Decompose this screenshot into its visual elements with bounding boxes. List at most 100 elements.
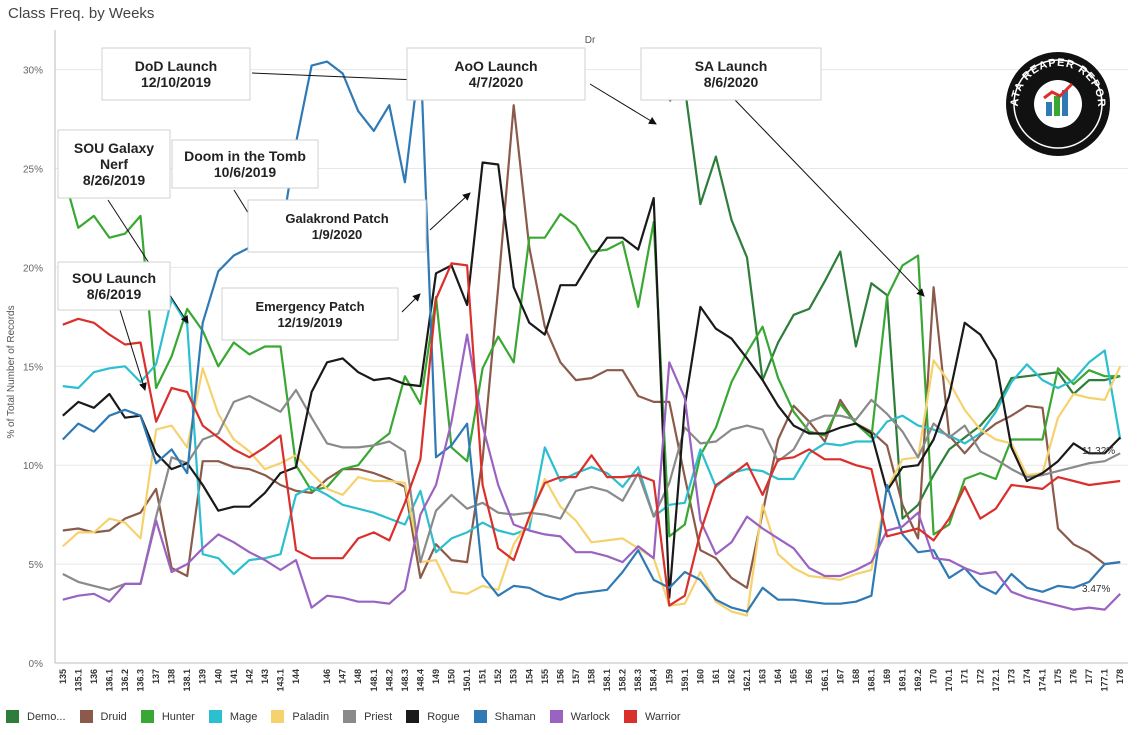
legend-item[interactable]: Druid xyxy=(79,710,127,723)
y-tick-label: 0% xyxy=(29,659,44,670)
x-axis: 135 135.1 136 136.1 136.2 136.3 137 138 138.1 139… xyxy=(58,669,1125,692)
x-tick-label: 158.4 xyxy=(649,669,659,692)
x-tick-label: 148.3 xyxy=(400,669,410,692)
annotation-text: 12/19/2019 xyxy=(277,315,342,330)
x-tick-label: 143 xyxy=(260,669,270,684)
x-tick-label: 168 xyxy=(851,669,861,684)
x-tick-label: 162 xyxy=(726,669,736,684)
legend-label: Shaman xyxy=(494,710,536,723)
x-tick-label: 148.2 xyxy=(384,669,394,692)
annotation-text: 10/6/2019 xyxy=(214,164,276,180)
annotation-text: 8/6/2019 xyxy=(87,286,142,302)
legend-label: Demo... xyxy=(27,710,66,723)
legend-label: Warlock xyxy=(570,710,610,723)
legend-label: Rogue xyxy=(427,710,460,723)
legend-item[interactable]: Hunter xyxy=(140,710,195,723)
x-tick-label: 142 xyxy=(244,669,254,684)
end-value-label: 11.32% xyxy=(1082,446,1115,457)
x-tick-label: 166.1 xyxy=(820,669,830,692)
x-tick-label: 177 xyxy=(1084,669,1094,684)
annotation-text: 8/26/2019 xyxy=(83,172,145,188)
legend-item[interactable]: Warlock xyxy=(549,710,610,723)
x-tick-label: 167 xyxy=(835,669,845,684)
legend-item[interactable]: Warrior xyxy=(623,710,681,723)
x-tick-label: 141 xyxy=(229,669,239,684)
series-line-rogue xyxy=(62,161,1121,599)
data-reaper-logo: DATA REAPER REPORT xyxy=(1000,41,1112,158)
x-tick-label: 170.1 xyxy=(944,669,954,692)
series-line-warrior xyxy=(62,262,1121,607)
annotation-text: AoO Launch xyxy=(454,58,537,74)
x-tick-label: 165 xyxy=(789,669,799,684)
legend-item[interactable]: Demo... xyxy=(6,710,66,723)
x-tick-label: 160 xyxy=(695,669,705,684)
legend-item[interactable]: Paladin xyxy=(271,710,329,723)
x-tick-label: 135 xyxy=(58,669,68,684)
legend-item[interactable]: Shaman xyxy=(473,710,536,723)
x-tick-label: 174.1 xyxy=(1037,669,1047,692)
annotation-text: Galakrond Patch xyxy=(285,211,388,226)
legend-label: Hunter xyxy=(161,710,195,723)
series-line-priest xyxy=(62,388,1121,591)
x-tick-label: 137 xyxy=(151,669,161,684)
x-tick-label: 177.1 xyxy=(1100,669,1110,692)
annotation-text: 8/6/2020 xyxy=(704,74,759,90)
legend-swatch xyxy=(473,710,487,723)
legend-swatch xyxy=(406,710,420,723)
x-tick-label: 136.2 xyxy=(120,669,130,692)
x-tick-label: 148 xyxy=(353,669,363,684)
chart-title: Class Freq. by Weeks xyxy=(8,5,155,22)
annotation-arrow xyxy=(734,99,925,297)
x-tick-label: 169.1 xyxy=(898,669,908,692)
legend-label: Priest xyxy=(364,710,393,723)
annotation-text: SOU Launch xyxy=(72,270,156,286)
legend-swatch xyxy=(271,710,285,723)
legend-swatch xyxy=(343,710,357,723)
series-line-shaman xyxy=(62,50,1121,613)
annotation-text: 1/9/2020 xyxy=(312,227,363,242)
x-tick-label: 169.2 xyxy=(913,669,923,692)
x-tick-label: 159.1 xyxy=(680,669,690,692)
annotation-text: Nerf xyxy=(100,156,128,172)
annotation-text: 4/7/2020 xyxy=(469,74,524,90)
annotation-arrow xyxy=(401,293,421,313)
x-tick-label: 155 xyxy=(540,669,550,684)
annotation-text: DoD Launch xyxy=(135,58,217,74)
x-tick-label: 147 xyxy=(338,669,348,684)
annotation-arrow xyxy=(119,309,147,391)
x-tick-label: 149 xyxy=(431,669,441,684)
x-tick-label: 156 xyxy=(555,669,565,684)
x-tick-label: 168.1 xyxy=(866,669,876,692)
x-tick-label: 144 xyxy=(291,669,301,684)
x-tick-label: 158.3 xyxy=(633,669,643,692)
end-value-label: 3.47% xyxy=(1082,584,1110,595)
series-line-warlock xyxy=(62,333,1121,611)
annotation-arrow xyxy=(589,83,657,125)
x-tick-label: 139 xyxy=(198,669,208,684)
annotation-text: 12/10/2019 xyxy=(141,74,211,90)
legend-item[interactable]: Rogue xyxy=(406,710,460,723)
x-tick-label: 136.3 xyxy=(136,669,146,692)
legend-swatch xyxy=(623,710,637,723)
x-tick-label: 162.1 xyxy=(742,669,752,692)
x-tick-label: 150.1 xyxy=(462,669,472,692)
y-tick-label: 10% xyxy=(23,461,43,472)
x-tick-label: 158.1 xyxy=(602,669,612,692)
x-tick-label: 158 xyxy=(587,669,597,684)
annotation-text: Doom in the Tomb xyxy=(184,148,306,164)
x-tick-label: 135.1 xyxy=(73,669,83,692)
legend-item[interactable]: Priest xyxy=(343,710,392,723)
legend-item[interactable]: Mage xyxy=(208,710,257,723)
header-label: Dr xyxy=(585,35,596,46)
x-tick-label: 164 xyxy=(773,669,783,684)
x-tick-label: 138.1 xyxy=(182,669,192,692)
x-tick-label: 158.2 xyxy=(618,669,628,692)
x-tick-label: 136 xyxy=(89,669,99,684)
x-tick-label: 166 xyxy=(804,669,814,684)
x-tick-label: 175 xyxy=(1053,669,1063,684)
